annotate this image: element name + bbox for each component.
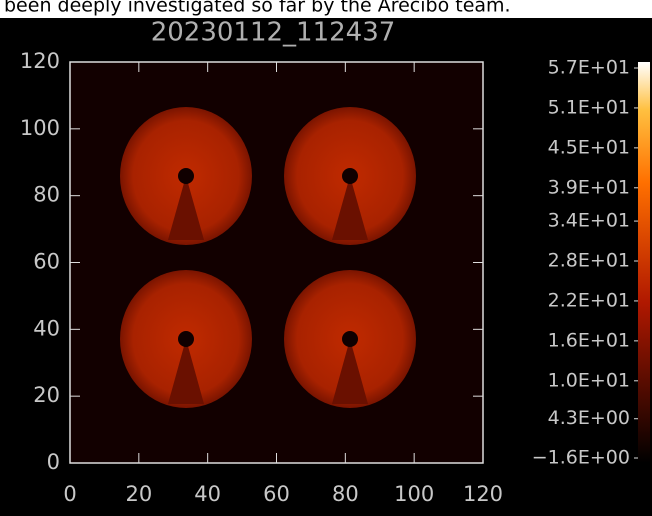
colorbar-tick-label: 3.4E+01 [548,210,630,232]
colorbar-tick-label: 2.2E+01 [548,289,630,311]
y-tick-label: 120 [20,49,60,73]
caption: been deeply investigated so far by the A… [4,0,511,17]
colorbar-tick-label: 1.6E+01 [548,329,630,351]
x-tick-label: 100 [394,482,434,506]
disc-hole [342,168,358,184]
y-tick-label: 60 [33,250,60,274]
colorbar [638,62,650,463]
colorbar-tick-label: −1.6E+00 [532,447,630,469]
y-tick-label: 100 [20,116,60,140]
y-tick-label: 80 [33,183,60,207]
colorbar-tick-label: 5.1E+01 [548,96,630,118]
x-tick-label: 80 [332,482,359,506]
y-tick-label: 40 [33,316,60,340]
colorbar-tick-label: 4.5E+01 [548,136,630,158]
colorbar-tick-label: 3.9E+01 [548,176,630,198]
y-tick-label: 0 [47,450,60,474]
colorbar-tick-label: 5.7E+01 [548,57,630,79]
x-tick-label: 20 [125,482,152,506]
chart: been deeply investigated so far by the A… [0,0,652,516]
x-tick-label: 120 [463,482,503,506]
x-tick-label: 0 [63,482,76,506]
disc-hole [178,168,194,184]
x-tick-label: 40 [194,482,221,506]
colorbar-tick-label: 2.8E+01 [548,250,630,272]
plot-area [70,62,483,463]
disc-hole [342,331,358,347]
colorbar-tick-label: 1.0E+01 [548,369,630,391]
colorbar-tick-label: 4.3E+00 [548,407,630,429]
x-tick-label: 60 [263,482,290,506]
disc-hole [178,331,194,347]
y-tick-label: 20 [33,383,60,407]
page: been deeply investigated so far by the A… [0,0,652,516]
chart-title: 20230112_112437 [151,18,396,48]
